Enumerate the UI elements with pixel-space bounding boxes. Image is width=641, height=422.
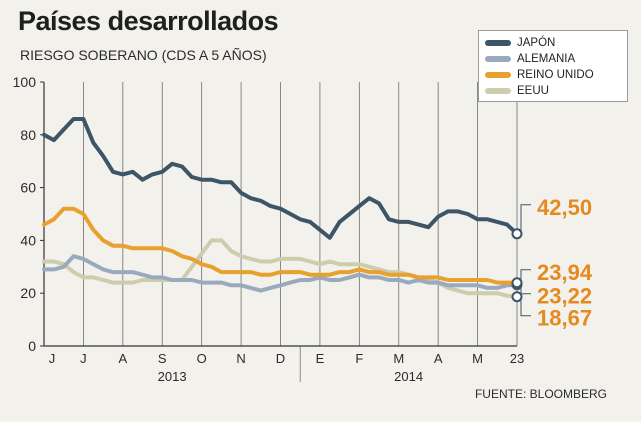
x-year-label: 2013 [158,369,187,384]
x-tick-label: J [49,351,56,366]
y-tick-label: 60 [20,180,36,196]
legend-label-japon: JAPÓN [517,37,556,49]
end-value-label-2: 23,94 [537,260,593,285]
legend-item-japon: JAPÓN [485,35,621,51]
end-leader-0 [520,204,531,234]
end-marker-2 [511,277,523,289]
x-tick-label: F [355,351,363,366]
end-marker-0 [511,228,523,240]
y-tick-label: 20 [20,285,36,301]
chart-subtitle: RIESGO SOBERANO (CDS A 5 AÑOS) [20,47,267,63]
series-line-1 [42,254,519,293]
end-value-label-1: 23,22 [537,284,592,309]
legend-swatch-eeuu [485,88,511,94]
legend-item-eeuu: EEUU [485,83,621,99]
source-note: FUENTE: BLOOMBERG [474,387,607,401]
x-tick-label: E [316,351,325,366]
x-tick-label: 23 [510,351,524,366]
x-year-label: 2014 [394,369,423,384]
x-tick-label: S [158,351,167,366]
legend-item-reino-unido: REINO UNIDO [485,67,621,83]
legend: JAPÓN ALEMANIA REINO UNIDO EEUU [478,30,628,102]
end-leader-2 [520,269,531,283]
end-leader-3 [520,296,531,317]
legend-label-reino-unido: REINO UNIDO [517,69,594,81]
x-tick-label: M [472,351,483,366]
y-tick-label: 80 [20,127,36,143]
x-tick-label: O [197,351,207,366]
y-tick-label: 0 [28,338,36,354]
y-tick-label: 100 [13,74,37,90]
x-tick-label: J [80,351,87,366]
legend-item-alemania: ALEMANIA [485,51,621,67]
end-leader-1 [520,284,531,295]
end-value-label-0: 42,50 [537,195,592,220]
chart-title: Países desarrollados [18,6,279,36]
legend-swatch-japon [485,40,511,46]
legend-label-eeuu: EEUU [517,85,549,97]
series-line-2 [42,206,519,285]
y-tick-label: 40 [20,232,36,248]
legend-swatch-reino-unido [485,72,511,78]
end-value-label-3: 18,67 [537,306,592,331]
x-tick-label: D [276,351,285,366]
legend-swatch-alemania [485,56,511,62]
legend-label-alemania: ALEMANIA [517,53,576,65]
end-marker-3 [511,291,523,303]
x-tick-label: M [393,351,404,366]
x-tick-label: A [434,351,443,366]
x-tick-label: N [236,351,245,366]
series-line-0 [42,117,519,240]
x-tick-label: A [118,351,127,366]
